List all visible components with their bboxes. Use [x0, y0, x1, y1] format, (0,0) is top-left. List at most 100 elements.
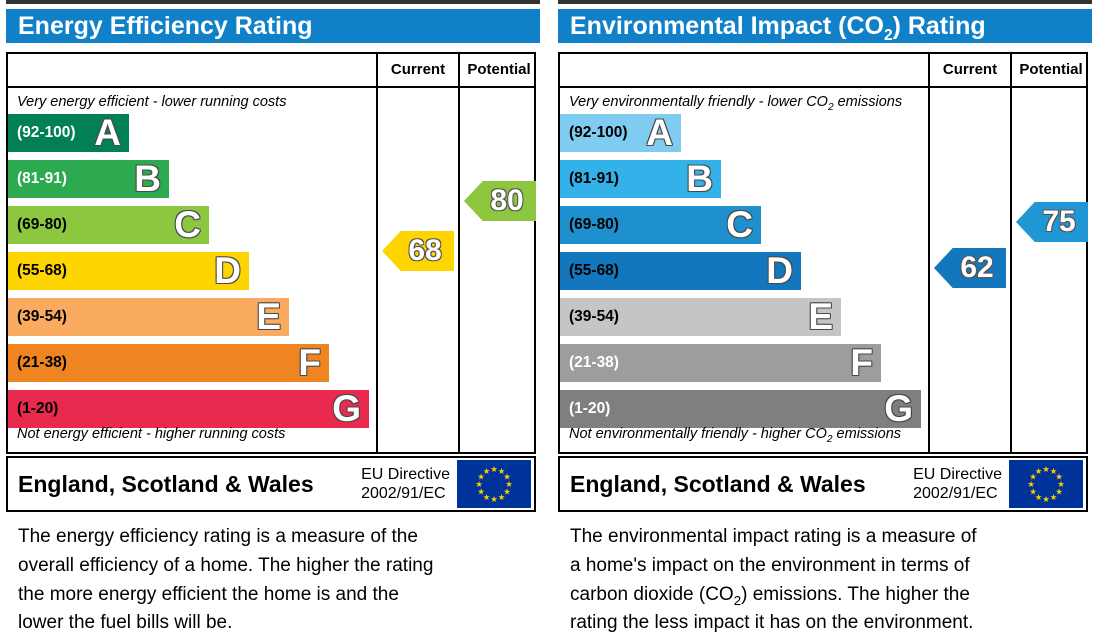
band-row-b: (81-91) B — [8, 160, 169, 198]
band-row-g: (1-20) G — [560, 390, 921, 428]
page: { "ui": { "page_bg": "#ffffff", "top_str… — [6, 0, 1092, 634]
band-range: (21-38) — [17, 354, 67, 371]
band-row-e: (39-54) E — [8, 298, 289, 336]
eu-directive-text: EU Directive 2002/91/EC — [361, 466, 450, 502]
description-paragraph: The environmental impact rating is a mea… — [558, 525, 1092, 640]
svg-text:★: ★ — [1029, 473, 1037, 483]
band-letter: E — [808, 296, 833, 337]
current-rating-value: 62 — [960, 251, 994, 284]
band-range: (92-100) — [17, 124, 76, 141]
rating-bands: (92-100) A (81-91) B (69-80) C (55-68) D… — [560, 114, 921, 436]
potential-rating-arrow: 80 — [464, 181, 536, 221]
eu-directive-text: EU Directive 2002/91/EC — [913, 466, 1002, 502]
svg-text:★: ★ — [503, 488, 511, 498]
column-divider — [1010, 54, 1012, 452]
footer-bar: England, Scotland & Wales EU Directive 2… — [6, 456, 536, 512]
svg-text:★: ★ — [477, 488, 485, 498]
rating-table: Current Potential Very environmentally f… — [558, 52, 1088, 454]
band-letter: C — [726, 204, 753, 245]
bottom-caption: Not environmentally friendly - higher CO… — [569, 426, 902, 445]
svg-text:★: ★ — [1042, 465, 1050, 475]
region-label: England, Scotland & Wales — [570, 470, 866, 497]
column-divider — [928, 54, 930, 452]
environmental-impact-panel: Environmental Impact (CO2) Rating Curren… — [558, 0, 1092, 640]
top-edge-strip — [558, 0, 1092, 4]
svg-text:★: ★ — [1050, 493, 1058, 503]
header-divider — [8, 86, 534, 88]
band-row-c: (69-80) C — [560, 206, 761, 244]
band-range: (69-80) — [17, 216, 67, 233]
band-row-e: (39-54) E — [560, 298, 841, 336]
rating-bands: (92-100) A (81-91) B (69-80) C (55-68) D… — [8, 114, 369, 436]
current-rating-arrow: 62 — [934, 248, 1006, 288]
band-letter: F — [298, 342, 321, 383]
svg-text:★: ★ — [503, 473, 511, 483]
svg-text:★: ★ — [477, 473, 485, 483]
svg-text:★: ★ — [490, 495, 498, 505]
column-divider — [376, 54, 378, 452]
description-line: The energy efficiency rating is a measur… — [18, 526, 418, 547]
band-range: (69-80) — [569, 216, 619, 233]
band-letter: A — [94, 112, 121, 153]
band-range: (1-20) — [569, 400, 611, 417]
band-range: (92-100) — [569, 124, 628, 141]
band-letter: C — [174, 204, 201, 245]
description-line: The environmental impact rating is a mea… — [570, 526, 977, 547]
band-letter: B — [686, 158, 713, 199]
panel-title-bar: Environmental Impact (CO2) Rating — [558, 9, 1092, 44]
description-line: carbon dioxide (CO2) emissions. The high… — [570, 583, 970, 608]
current-rating-arrow: 68 — [382, 231, 454, 271]
band-row-f: (21-38) F — [560, 344, 881, 382]
region-label: England, Scotland & Wales — [18, 470, 314, 497]
rating-table: Current Potential Very energy efficient … — [6, 52, 536, 454]
energy-efficiency-panel: Energy Efficiency Rating Current Potenti… — [6, 0, 540, 640]
band-row-a: (92-100) A — [560, 114, 681, 152]
svg-text:★: ★ — [498, 467, 506, 477]
svg-text:★: ★ — [483, 493, 491, 503]
band-range: (1-20) — [17, 400, 59, 417]
potential-rating-arrow: 75 — [1016, 202, 1088, 242]
header-divider — [560, 86, 1086, 88]
band-letter: D — [214, 250, 241, 291]
band-range: (55-68) — [17, 262, 67, 279]
band-row-f: (21-38) F — [8, 344, 329, 382]
svg-text:★: ★ — [498, 493, 506, 503]
band-range: (21-38) — [569, 354, 619, 371]
top-caption: Very environmentally friendly - lower CO… — [569, 94, 903, 113]
svg-text:★: ★ — [475, 480, 483, 490]
svg-text:★: ★ — [505, 480, 513, 490]
svg-text:★: ★ — [1027, 480, 1035, 490]
band-row-d: (55-68) D — [8, 252, 249, 290]
svg-text:★: ★ — [1035, 493, 1043, 503]
description-line: a home's impact on the environment in te… — [570, 554, 970, 576]
band-row-c: (69-80) C — [8, 206, 209, 244]
top-caption: Very energy efficient - lower running co… — [17, 94, 287, 110]
description-paragraph: The energy efficiency rating is a measur… — [6, 525, 540, 640]
description-line: the more energy efficient the home is an… — [18, 583, 399, 605]
current-rating-value: 68 — [408, 234, 442, 267]
potential-rating-value: 75 — [1042, 205, 1076, 238]
band-range: (55-68) — [569, 262, 619, 279]
band-range: (81-91) — [569, 170, 619, 187]
bottom-caption: Not energy efficient - higher running co… — [17, 426, 286, 443]
description-line: overall efficiency of a home. The higher… — [18, 554, 434, 576]
band-letter: A — [646, 112, 673, 153]
svg-text:★: ★ — [1029, 488, 1037, 498]
band-letter: G — [332, 388, 361, 429]
band-letter: B — [134, 158, 161, 199]
band-range: (39-54) — [569, 308, 619, 325]
column-header-current: Current — [942, 61, 998, 78]
potential-rating-value: 80 — [490, 184, 524, 217]
panel-title: Energy Efficiency Rating — [18, 12, 313, 40]
svg-text:★: ★ — [1057, 480, 1065, 490]
column-header-potential: Potential — [1019, 61, 1083, 78]
band-letter: F — [850, 342, 873, 383]
svg-text:★: ★ — [490, 465, 498, 475]
svg-text:★: ★ — [1042, 495, 1050, 505]
top-edge-strip — [6, 0, 540, 4]
eu-flag-icon: ★ ★★ ★★★ ★★★ ★★★ — [1009, 460, 1083, 508]
column-divider — [458, 54, 460, 452]
svg-text:★: ★ — [1055, 473, 1063, 483]
band-letter: E — [256, 296, 281, 337]
band-row-d: (55-68) D — [560, 252, 801, 290]
